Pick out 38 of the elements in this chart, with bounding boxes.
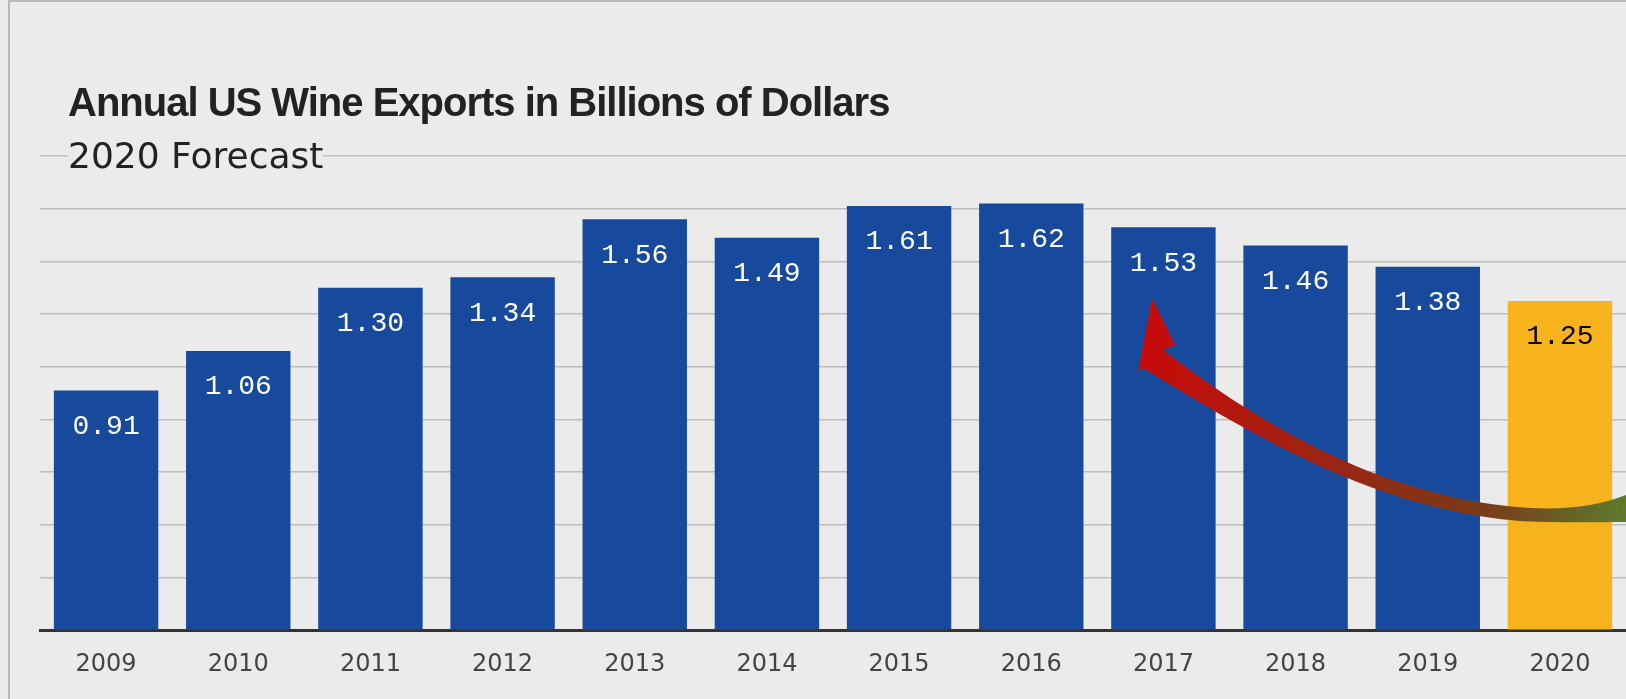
data-label: 1.61: [865, 226, 933, 258]
bar: [186, 350, 291, 630]
x-tick-label: 2015: [868, 648, 930, 677]
data-label: 1.49: [733, 258, 801, 290]
data-label: 1.25: [1526, 321, 1594, 353]
bar: [1375, 266, 1480, 630]
data-label: 1.38: [1394, 287, 1462, 319]
data-label: 1.62: [997, 223, 1065, 255]
x-tick-label: 2016: [1000, 648, 1062, 677]
x-tick-label: 2019: [1397, 648, 1459, 677]
data-label: 1.30: [336, 308, 405, 340]
bar: [1243, 245, 1348, 630]
bar: [1111, 227, 1216, 630]
bar: [1507, 300, 1613, 630]
bar: [450, 277, 555, 630]
chart-subtitle: 2020 Forecast: [68, 135, 324, 176]
data-label: 1.46: [1261, 265, 1330, 297]
bar: [53, 390, 159, 630]
chart-title: Annual US Wine Exports in Billions of Dollars: [68, 80, 890, 125]
data-label: 1.56: [601, 239, 669, 271]
data-label: 1.06: [204, 371, 272, 403]
x-tick-label: 2017: [1132, 648, 1194, 677]
x-tick-label: 2014: [736, 648, 798, 677]
x-tick-label: 2020: [1529, 648, 1591, 677]
x-tick-label: 2009: [75, 648, 137, 677]
bar: [318, 287, 423, 630]
bar: [846, 206, 952, 630]
x-tick-label: 2013: [604, 648, 666, 677]
bar: [582, 219, 687, 630]
bar: [979, 203, 1084, 630]
data-label: 1.34: [468, 297, 537, 329]
bar: [714, 237, 820, 630]
x-tick-label: 2012: [472, 648, 534, 677]
x-tick-label: 2011: [339, 648, 401, 677]
x-tick-label: 2018: [1265, 648, 1327, 677]
data-label: 1.53: [1129, 247, 1198, 279]
data-label: 0.91: [72, 410, 140, 442]
x-tick-label: 2010: [207, 648, 269, 677]
